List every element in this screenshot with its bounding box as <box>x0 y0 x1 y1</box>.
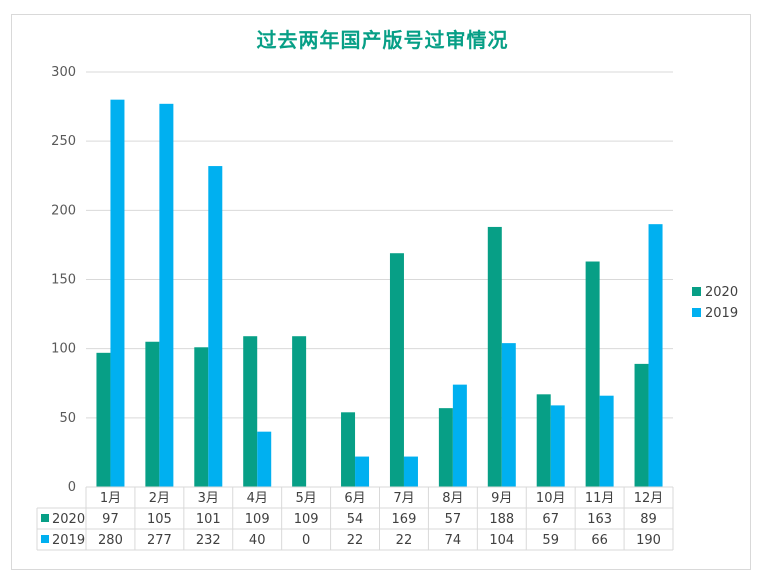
bar-2020-5 <box>292 336 307 487</box>
gridlines <box>86 71 673 488</box>
data-label: 67 <box>542 512 559 527</box>
bar-2019-9 <box>501 343 516 487</box>
bar-2019-7 <box>403 456 418 487</box>
data-label: 22 <box>396 533 413 548</box>
bar-2019-10 <box>550 405 565 487</box>
data-label: 40 <box>249 533 266 548</box>
data-label: 169 <box>392 512 417 527</box>
x-tick-label: 1月 <box>100 491 121 506</box>
data-label: 101 <box>196 512 221 527</box>
bar-2020-7 <box>389 253 404 487</box>
data-label: 66 <box>591 533 608 548</box>
bar-2020-2 <box>145 341 160 487</box>
x-tick-label: 8月 <box>442 491 463 506</box>
x-tick-label: 5月 <box>295 491 316 506</box>
data-label: 22 <box>347 533 364 548</box>
bar-2019-4 <box>257 431 272 487</box>
data-label: 105 <box>147 512 172 527</box>
y-tick-label: 300 <box>51 65 76 80</box>
bars <box>96 99 663 488</box>
y-tick-label: 100 <box>51 342 76 357</box>
legend-label-2020: 2020 <box>705 285 738 300</box>
bar-2020-3 <box>194 347 209 487</box>
data-label: 59 <box>542 533 559 548</box>
table-legend-key <box>41 535 49 543</box>
data-table: 1月 2月 3月 4月 5月 6月 7月 8月 9月 10月 11月 12月 2020 97 105 101 1… <box>36 486 674 551</box>
bar-2020-11 <box>585 261 600 487</box>
x-tick-label: 9月 <box>491 491 512 506</box>
bar-2019-3 <box>208 166 223 488</box>
bar-2020-12 <box>634 363 649 487</box>
data-label: 89 <box>640 512 657 527</box>
bar-2020-4 <box>243 336 258 487</box>
data-label: 104 <box>489 533 514 548</box>
x-tick-label: 10月 <box>536 491 566 506</box>
data-label: 109 <box>245 512 270 527</box>
legend-key-2019 <box>692 308 701 317</box>
bar-2020-6 <box>341 412 356 487</box>
bar-2019-12 <box>648 224 663 487</box>
bar-2020-10 <box>536 394 551 487</box>
table-series-label: 2020 <box>52 512 85 527</box>
x-tick-label: 7月 <box>393 491 414 506</box>
bar-2019-6 <box>355 456 370 487</box>
data-label: 74 <box>445 533 462 548</box>
table-legend-key <box>41 514 49 522</box>
legend-label-2019: 2019 <box>705 306 738 321</box>
bar-2019-8 <box>452 384 467 487</box>
x-tick-label: 12月 <box>634 491 664 506</box>
data-label: 277 <box>147 533 172 548</box>
x-tick-label: 11月 <box>585 491 615 506</box>
data-label: 163 <box>587 512 612 527</box>
bar-2019-11 <box>599 395 614 487</box>
chart-title: 过去两年国产版号过审情况 <box>256 28 509 52</box>
y-tick-label: 150 <box>51 273 76 288</box>
bar-2019-1 <box>110 99 125 488</box>
table-series-label: 2019 <box>52 533 85 548</box>
data-label: 57 <box>445 512 462 527</box>
bar-2020-9 <box>487 226 502 487</box>
data-label: 0 <box>302 533 310 548</box>
data-label: 97 <box>102 512 119 527</box>
data-label: 109 <box>294 512 319 527</box>
bar-2019-2 <box>159 103 174 488</box>
x-tick-label: 3月 <box>198 491 219 506</box>
legend: 2020 2019 <box>692 285 738 321</box>
data-label: 190 <box>636 533 661 548</box>
x-tick-label: 6月 <box>344 491 365 506</box>
data-label: 232 <box>196 533 221 548</box>
y-tick-label: 200 <box>51 203 76 218</box>
chart-frame <box>11 14 751 570</box>
x-tick-label: 4月 <box>247 491 268 506</box>
data-label: 188 <box>489 512 514 527</box>
y-tick-label: 0 <box>68 480 76 495</box>
legend-key-2020 <box>692 287 701 296</box>
y-tick-label: 50 <box>59 411 76 426</box>
data-label: 280 <box>98 533 123 548</box>
y-tick-label: 250 <box>51 134 76 149</box>
x-tick-label: 2月 <box>149 491 170 506</box>
y-axis-ticks: 0 50 100 150 200 250 300 <box>51 65 76 495</box>
bar-2020-1 <box>96 352 111 487</box>
bar-2020-8 <box>438 408 453 487</box>
data-label: 54 <box>347 512 364 527</box>
